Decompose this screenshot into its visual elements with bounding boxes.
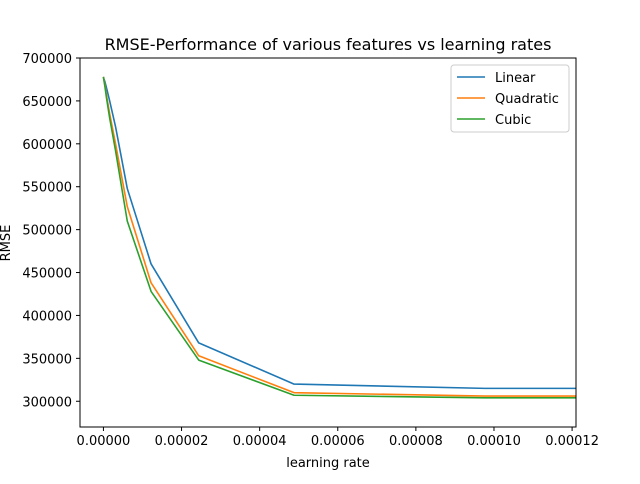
y-tick-label: 400000 (22, 309, 72, 324)
legend-label-quadratic: Quadratic (495, 92, 559, 107)
legend-label-linear: Linear (495, 71, 536, 86)
chart-title: RMSE-Performance of various features vs … (105, 35, 552, 54)
legend-label-cubic: Cubic (495, 113, 531, 128)
x-tick-label: 0.00000 (77, 434, 131, 449)
x-tick-label: 0.00002 (155, 434, 209, 449)
x-tick-label: 0.00012 (545, 434, 599, 449)
axes: 0.00000 0.00002 0.00004 0.00006 0.00008 0.000… (22, 52, 599, 449)
y-tick-label: 700000 (22, 52, 72, 67)
y-tick-label: 350000 (22, 352, 72, 367)
y-tick-label: 550000 (22, 181, 72, 196)
series-line-cubic (102, 76, 576, 399)
plot-frame (79, 57, 577, 428)
x-tick-label: 0.00008 (389, 434, 443, 449)
y-tick-label: 300000 (22, 395, 72, 410)
x-tick-label: 0.00004 (233, 434, 287, 449)
x-axis-label: learning rate (286, 456, 370, 471)
y-tick-label: 650000 (22, 95, 72, 110)
y-tick-label: 500000 (22, 224, 72, 239)
legend: Linear Quadratic Cubic (450, 64, 570, 133)
legend-box (450, 64, 570, 133)
y-tick-label: 450000 (22, 267, 72, 282)
x-tick-label: 0.00010 (467, 434, 521, 449)
y-tick-label: 600000 (22, 138, 72, 153)
x-tick-label: 0.00006 (311, 434, 365, 449)
y-axis-label: RMSE (0, 225, 14, 262)
series-lines (102, 76, 576, 399)
